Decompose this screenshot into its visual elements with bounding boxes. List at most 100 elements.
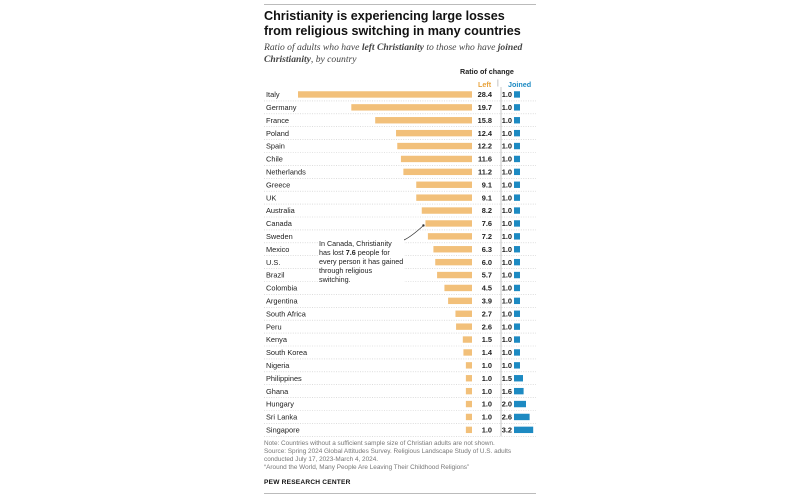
category-label: UK (266, 193, 276, 202)
left-bar (427, 233, 472, 240)
left-bar (375, 117, 472, 124)
left-bar (437, 271, 472, 279)
legend-joined: Joined (508, 80, 532, 89)
left-bar (400, 155, 472, 163)
left-value-label: 1.0 (482, 361, 492, 370)
left-value-label: 6.3 (482, 245, 492, 254)
annotation-value: 7.6 (345, 248, 356, 257)
joined-value-label: 1.0 (502, 155, 512, 164)
left-value-label: 15.8 (478, 116, 492, 125)
joined-bar (514, 91, 520, 98)
category-label: Sri Lanka (266, 413, 298, 422)
left-value-label: 12.2 (478, 142, 492, 151)
joined-value-label: 1.0 (502, 219, 512, 228)
joined-bar (514, 104, 520, 111)
left-value-label: 28.4 (478, 90, 493, 99)
annotation-before: In Canada, Christianity has lost (319, 239, 392, 257)
left-value-label: 7.6 (482, 219, 492, 228)
joined-bar (514, 129, 520, 137)
annotation-dot (422, 224, 425, 227)
joined-value-label: 1.0 (502, 309, 512, 318)
left-value-label: 8.2 (482, 206, 492, 215)
left-bar (403, 168, 472, 176)
joined-bar (514, 258, 520, 266)
joined-value-label: 1.0 (502, 232, 512, 241)
left-bar (455, 310, 472, 317)
left-value-label: 7.2 (482, 232, 492, 241)
subtitle-part3: , by country (310, 54, 357, 65)
canada-annotation: In Canada, Christianity has lost 7.6 peo… (319, 239, 404, 284)
left-bar (298, 91, 472, 98)
left-value-label: 9.1 (482, 193, 492, 202)
category-label: Poland (266, 129, 289, 138)
left-value-label: 11.2 (478, 167, 492, 176)
left-value-label: 1.0 (482, 400, 492, 409)
left-value-label: 1.0 (482, 387, 492, 396)
joined-bar (514, 349, 520, 356)
joined-value-label: 3.2 (502, 425, 512, 434)
left-value-label: 19.7 (478, 103, 492, 112)
category-label: Peru (266, 322, 282, 331)
category-label: France (266, 116, 289, 125)
joined-bar (514, 362, 520, 369)
joined-bar (514, 117, 520, 124)
joined-bar (514, 194, 520, 201)
category-label: Spain (266, 142, 285, 151)
category-label: Brazil (266, 271, 285, 280)
subtitle-joined-term: joined Christianity (264, 42, 523, 65)
joined-value-label: 1.0 (502, 361, 512, 370)
joined-bar (514, 271, 520, 279)
left-value-label: 5.7 (482, 271, 492, 280)
left-bar (425, 220, 472, 227)
category-label: Colombia (266, 284, 298, 293)
left-value-label: 1.4 (482, 348, 493, 357)
left-bar (465, 387, 472, 395)
joined-bar (514, 336, 520, 343)
joined-value-label: 1.0 (502, 90, 512, 99)
category-label: Hungary (266, 400, 294, 409)
joined-bar (514, 310, 520, 317)
joined-value-label: 1.0 (502, 206, 512, 215)
category-label: Argentina (266, 296, 299, 305)
joined-bar (514, 387, 524, 395)
left-value-label: 1.0 (482, 425, 492, 434)
joined-value-label: 1.0 (502, 284, 512, 293)
left-value-label: 2.6 (482, 322, 492, 331)
chart-card: Christianity is experiencing large losse… (264, 0, 536, 500)
joined-value-label: 1.0 (502, 271, 512, 280)
left-bar (456, 323, 472, 330)
category-label: Italy (266, 90, 280, 99)
footer-note: Note: Countries without a sufficient sam… (264, 440, 495, 447)
left-value-label: 4.5 (482, 284, 492, 293)
joined-bar (514, 155, 520, 163)
left-value-label: 3.9 (482, 296, 492, 305)
left-bar (416, 194, 472, 201)
left-bar (351, 104, 472, 111)
left-bar (396, 129, 472, 137)
category-label: Canada (266, 219, 293, 228)
left-value-label: 1.0 (482, 413, 492, 422)
joined-value-label: 1.0 (502, 245, 512, 254)
joined-bar (514, 426, 534, 434)
joined-bar (514, 297, 520, 305)
left-bar (397, 142, 472, 150)
left-value-label: 1.0 (482, 374, 492, 383)
left-bar (416, 181, 472, 188)
category-label: Sweden (266, 232, 293, 241)
left-bar (462, 336, 472, 343)
left-bar (421, 207, 472, 214)
left-value-label: 11.6 (478, 155, 492, 164)
joined-bar (514, 375, 523, 382)
left-bar (435, 258, 472, 266)
joined-bar (514, 142, 520, 150)
left-value-label: 2.7 (482, 309, 492, 318)
joined-bar (514, 233, 520, 240)
joined-value-label: 1.0 (502, 116, 512, 125)
category-label: Germany (266, 103, 297, 112)
annotation-leader (403, 225, 424, 241)
joined-value-label: 1.0 (502, 103, 512, 112)
pew-logo-text: PEW RESEARCH CENTER (264, 479, 351, 486)
left-bar (444, 284, 472, 292)
joined-value-label: 1.5 (502, 374, 512, 383)
category-label: U.S. (266, 258, 280, 267)
